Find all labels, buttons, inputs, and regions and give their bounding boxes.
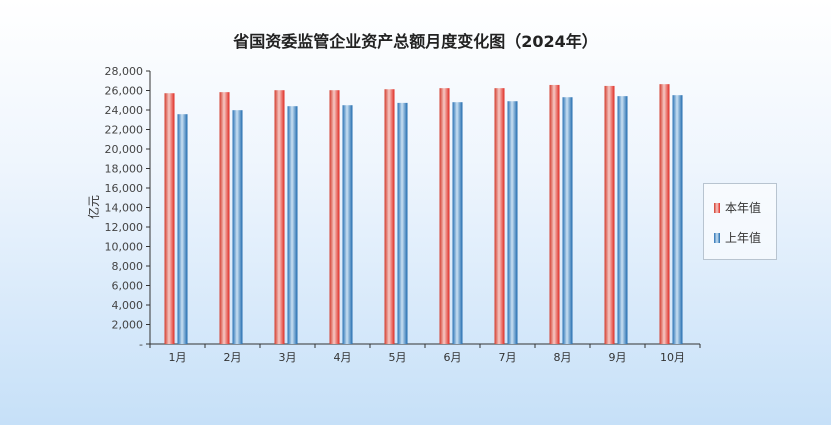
bar-last-year: [177, 114, 188, 344]
x-tick-label: 2月: [224, 351, 242, 364]
y-tick-label: 2,000: [112, 319, 144, 332]
legend-swatch: [714, 232, 720, 243]
x-tick-label: 6月: [444, 351, 462, 364]
x-tick-label: 9月: [609, 351, 627, 364]
y-tick-label: 28,000: [105, 65, 144, 78]
bar-last-year: [452, 102, 463, 344]
y-tick-label: 26,000: [105, 85, 144, 98]
bar-last-year: [672, 95, 683, 345]
y-tick-label: 20,000: [105, 143, 144, 156]
bar-current-year: [219, 92, 230, 344]
bar-last-year: [342, 105, 353, 344]
x-tick-label: 5月: [389, 351, 407, 364]
legend-item-last-year: 上年值: [714, 229, 761, 246]
y-tick-label: 18,000: [105, 163, 144, 176]
x-tick-label: 1月: [169, 351, 187, 364]
legend-label: 本年值: [725, 201, 762, 215]
y-tick-label: 16,000: [105, 182, 144, 195]
x-tick-label: 4月: [334, 351, 352, 364]
x-tick-label: 7月: [499, 351, 517, 364]
y-tick-label: 14,000: [105, 202, 144, 215]
x-tick-label: 10月: [660, 351, 685, 364]
y-tick-label: 12,000: [105, 221, 144, 234]
bar-current-year: [659, 84, 670, 344]
bar-last-year: [562, 97, 573, 344]
bar-current-year: [274, 90, 285, 345]
y-tick-label: 24,000: [105, 104, 144, 117]
bar-last-year: [232, 110, 243, 344]
bar-last-year: [287, 106, 298, 344]
bar-last-year: [397, 102, 408, 344]
bar-last-year: [507, 101, 518, 344]
chart-title: 省国资委监管企业资产总额月度变化图（2024年）: [233, 32, 598, 51]
y-tick-label: 4,000: [112, 299, 144, 312]
x-tick-label: 3月: [279, 351, 297, 364]
bar-current-year: [494, 88, 505, 344]
y-tick-label: -: [139, 338, 143, 351]
bar-current-year: [384, 89, 395, 344]
x-tick-label: 8月: [554, 351, 572, 364]
legend-item-current-year: 本年值: [714, 199, 761, 216]
y-axis-label: 亿元: [86, 195, 101, 219]
y-tick-label: 8,000: [112, 260, 144, 273]
bar-current-year: [164, 93, 175, 344]
bar-last-year: [617, 96, 628, 344]
bar-current-year: [439, 88, 450, 344]
bar-current-year: [329, 90, 340, 345]
bar-current-year: [549, 84, 560, 344]
bar-current-year: [604, 85, 615, 344]
legend: 本年值 上年值: [703, 183, 777, 260]
y-tick-label: 10,000: [105, 241, 144, 254]
y-tick-label: 6,000: [112, 280, 144, 293]
y-tick-label: 22,000: [105, 124, 144, 137]
legend-swatch: [714, 202, 720, 213]
legend-label: 上年值: [725, 231, 762, 245]
